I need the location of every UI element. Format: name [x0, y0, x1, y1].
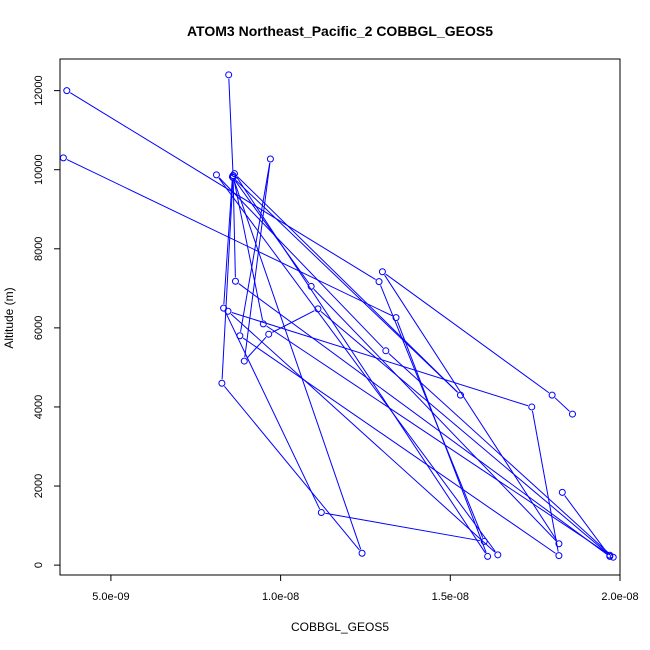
series-line-segment: [240, 162, 271, 332]
series-line-segment: [223, 180, 233, 305]
data-point: [548, 391, 556, 399]
series-line-segment: [325, 512, 481, 542]
y-tick-label: 8000: [33, 237, 45, 261]
data-point: [494, 551, 502, 559]
data-point: [59, 154, 67, 162]
data-point: [392, 314, 400, 322]
series-line-segment: [224, 311, 321, 510]
data-series: [59, 154, 614, 560]
data-point: [225, 71, 233, 79]
data-point: [555, 552, 563, 560]
series-line-segment: [385, 273, 550, 394]
series-line-segment: [244, 162, 271, 358]
series-line-segment: [266, 325, 611, 556]
series-line-segment: [313, 288, 557, 542]
data-series: [63, 87, 576, 548]
series-line-segment: [236, 176, 458, 393]
series-line-segment: [218, 177, 384, 349]
data-point: [240, 357, 248, 365]
data-point: [456, 391, 464, 399]
series-layer: [59, 71, 617, 561]
y-tick-label: 10000: [33, 154, 45, 185]
series-line-segment: [384, 274, 558, 541]
series-line-segment: [234, 179, 310, 284]
data-point: [259, 320, 267, 328]
data-point: [378, 268, 386, 276]
data-point: [230, 170, 238, 178]
series-line-segment: [236, 176, 486, 554]
series-line-segment: [228, 78, 234, 172]
series-line-segment: [396, 321, 487, 553]
x-tick-label: 5.0e-09: [92, 591, 129, 603]
y-tick-label: 6000: [33, 316, 45, 340]
x-axis-label: COBBGL_GEOS5: [291, 620, 389, 634]
data-point: [606, 551, 614, 559]
data-point: [484, 552, 492, 560]
data-point: [314, 305, 322, 313]
data-point: [528, 403, 536, 411]
data-point: [568, 410, 576, 418]
series-line-segment: [531, 410, 559, 552]
data-point: [555, 540, 563, 548]
chart-title: ATOM3 Northeast_Pacific_2 COBBGL_GEOS5: [187, 23, 493, 39]
data-point: [266, 155, 274, 163]
series-line-segment: [233, 181, 362, 550]
data-point: [236, 332, 244, 340]
series-line-segment: [564, 495, 608, 554]
series-line-segment: [238, 283, 607, 555]
series-line-segment: [230, 313, 496, 553]
data-point: [375, 278, 383, 286]
y-axis-label: Altitude (m): [2, 287, 16, 348]
data-point: [229, 174, 237, 182]
series-line-segment: [235, 180, 458, 393]
x-tick-label: 2.0e-08: [601, 591, 638, 603]
series-line-segment: [233, 179, 263, 321]
x-axis: 5.0e-09 1.0e-08 1.5e-08 2.0e-08: [92, 574, 639, 603]
series-line-segment: [388, 353, 611, 555]
series-line-segment: [221, 179, 234, 380]
data-point: [558, 488, 566, 496]
series-line-segment: [242, 337, 556, 554]
series-line-segment: [246, 336, 267, 359]
data-point: [229, 172, 237, 180]
x-tick-label: 1.5e-08: [432, 591, 469, 603]
y-tick-label: 4000: [33, 395, 45, 419]
data-point: [231, 277, 239, 285]
y-axis: 0 2000 4000 6000 8000 10000 12000: [33, 75, 61, 568]
series-line-segment: [554, 397, 570, 412]
data-point: [382, 347, 390, 355]
data-point: [265, 330, 273, 338]
x-tick-label: 1.0e-08: [262, 591, 299, 603]
data-point: [224, 307, 232, 315]
data-point: [218, 379, 226, 387]
y-tick-label: 12000: [33, 75, 45, 106]
data-point: [212, 171, 220, 179]
data-point: [609, 553, 617, 561]
y-tick-label: 0: [33, 562, 45, 568]
data-series: [212, 71, 617, 561]
series-line-segment: [231, 311, 529, 407]
series-line-segment: [69, 92, 376, 280]
series-line-segment: [272, 310, 315, 333]
data-point: [317, 509, 325, 517]
data-point: [63, 87, 71, 95]
data-point: [358, 549, 366, 557]
series-line-segment: [224, 385, 360, 551]
series-line-segment: [218, 177, 496, 552]
series-line-segment: [232, 179, 236, 278]
series-line-segment: [320, 311, 608, 554]
y-tick-label: 2000: [33, 474, 45, 498]
